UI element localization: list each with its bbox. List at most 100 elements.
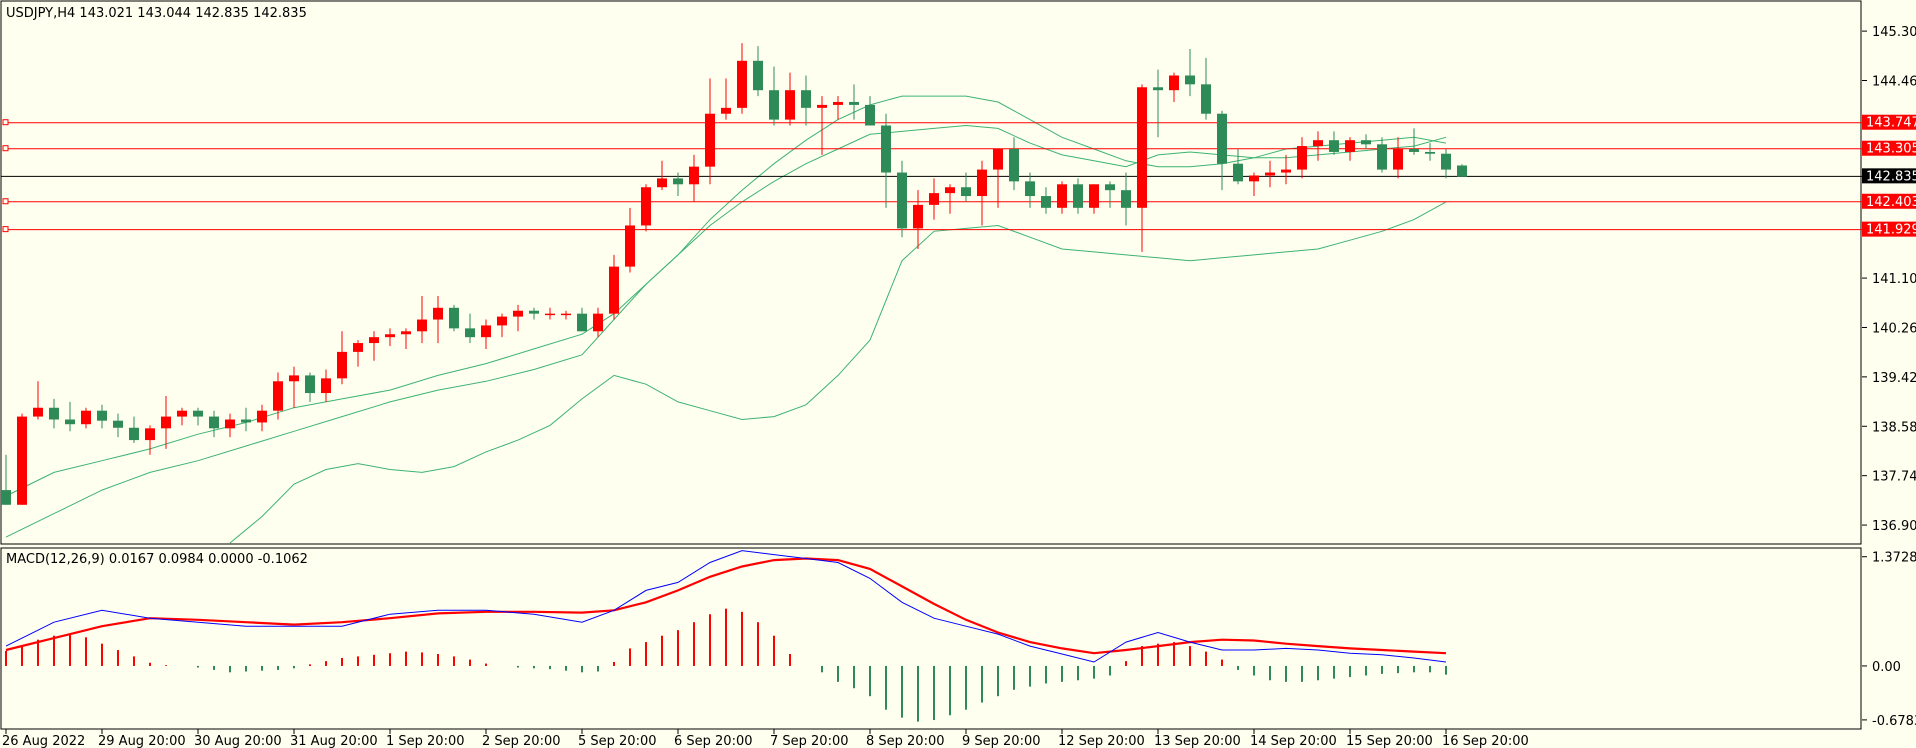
candle-body — [865, 104, 875, 126]
candle-body — [241, 419, 251, 423]
candle-body — [337, 351, 347, 379]
candle-body — [257, 410, 267, 423]
price-axis: 145.305 144.465 141.105 140.265 139.425 138.5… — [1862, 25, 1916, 534]
candle-body — [1121, 190, 1131, 208]
candle-body — [1, 490, 11, 505]
level-anchor — [2, 119, 9, 126]
candle-body — [1377, 144, 1387, 170]
candle-body — [49, 407, 59, 420]
macd-axis: 1.3728 0.00 -0.6783 — [1862, 551, 1916, 729]
candle-body — [1041, 196, 1051, 208]
candle-body — [481, 325, 491, 338]
current-price-tag — [1862, 168, 1916, 184]
level-price-label: 141.929 — [1866, 223, 1916, 238]
candle-body — [1073, 184, 1083, 208]
candle-body — [1409, 149, 1419, 152]
candle-body — [177, 410, 187, 417]
candle-body — [881, 125, 891, 173]
candle-body — [129, 427, 139, 441]
time-tick-label: 13 Sep 20:00 — [1154, 734, 1241, 748]
candle-body — [497, 316, 507, 326]
candle-body — [897, 172, 907, 229]
candle-body — [1089, 184, 1099, 208]
candle-body — [1265, 172, 1275, 176]
price-tick-label: 145.305 — [1872, 25, 1916, 40]
macd-info: MACD(12,26,9) 0.0167 0.0984 0.0000 -0.10… — [6, 552, 308, 567]
candle-body — [641, 187, 651, 226]
candle-body — [1105, 184, 1115, 191]
macd-tick-label: 0.00 — [1872, 660, 1901, 675]
level-anchor — [2, 226, 9, 233]
price-tick-label: 136.905 — [1872, 519, 1916, 534]
candle-body — [785, 90, 795, 120]
candle-body — [577, 313, 587, 332]
candle-body — [721, 107, 731, 114]
level-price-label: 143.305 — [1866, 142, 1916, 157]
price-tick-label: 137.745 — [1872, 470, 1916, 485]
candle-body — [353, 343, 363, 352]
time-tick-label: 16 Sep 20:00 — [1442, 734, 1529, 748]
level-anchor — [2, 198, 9, 205]
candle-body — [193, 410, 203, 417]
price-panel-frame — [0, 0, 1862, 545]
macd-signal-line — [5, 557, 1447, 655]
time-tick-label: 9 Sep 20:00 — [962, 734, 1041, 748]
time-tick-label: 14 Sep 20:00 — [1250, 734, 1337, 748]
candle-body — [1361, 140, 1371, 145]
time-tick-label: 8 Sep 20:00 — [866, 734, 945, 748]
candle-body — [369, 337, 379, 344]
candle-body — [1217, 113, 1227, 164]
bollinger-lower-line — [229, 201, 1447, 544]
horizontal-levels: 143.747 143.305 142.403 141.929 142.835 — [1, 114, 1916, 238]
candle-body — [97, 410, 107, 421]
level-price-tag — [1862, 114, 1916, 130]
candle-body — [305, 375, 315, 394]
time-tick-label: 31 Aug 20:00 — [290, 734, 378, 748]
candle-body — [1441, 153, 1451, 170]
candle-body — [945, 187, 955, 194]
candle-body — [289, 375, 299, 382]
candle-body — [161, 416, 171, 429]
candle-body — [1297, 146, 1307, 170]
candle-body — [1393, 149, 1403, 170]
candle-body — [225, 419, 235, 429]
bollinger-upper-line — [5, 95, 1447, 538]
price-tick-label: 141.105 — [1872, 272, 1916, 287]
time-tick-label: 30 Aug 20:00 — [194, 734, 282, 748]
candle-body — [961, 187, 971, 197]
candle-body — [1313, 140, 1323, 147]
candle-body — [1233, 163, 1243, 182]
level-price-tag — [1862, 193, 1916, 209]
candle-body — [1009, 149, 1019, 182]
candle-body — [801, 90, 811, 108]
bollinger-bands — [5, 95, 1447, 544]
candle-body — [113, 420, 123, 428]
level-price-label: 143.747 — [1866, 116, 1916, 131]
candle-body — [401, 331, 411, 335]
time-tick-label: 12 Sep 20:00 — [1058, 734, 1145, 748]
candle-body — [817, 104, 827, 108]
candle-body — [673, 178, 683, 185]
candle-body — [593, 313, 603, 332]
candle-body — [65, 419, 75, 425]
macd-panel-frame — [0, 547, 1862, 730]
macd-main-line — [5, 550, 1447, 663]
candle-body — [1201, 84, 1211, 114]
price-tick-label: 139.425 — [1872, 371, 1916, 386]
candle-body — [849, 101, 859, 105]
candle-body — [1249, 175, 1259, 182]
symbol-info: USDJPY,H4 143.021 143.044 142.835 142.83… — [6, 6, 307, 21]
candle-body — [449, 307, 459, 329]
candle-body — [625, 225, 635, 267]
level-price-label: 142.403 — [1866, 195, 1916, 210]
candle-body — [1137, 87, 1147, 208]
candle-body — [705, 113, 715, 167]
candle-body — [1153, 87, 1163, 91]
candle-body — [321, 378, 331, 394]
price-tick-label: 138.585 — [1872, 420, 1916, 435]
candle-body — [33, 407, 43, 417]
candle-body — [1185, 75, 1195, 85]
macd-indicator — [5, 550, 1447, 722]
time-tick-label: 2 Sep 20:00 — [482, 734, 561, 748]
candle-body — [1281, 169, 1291, 173]
